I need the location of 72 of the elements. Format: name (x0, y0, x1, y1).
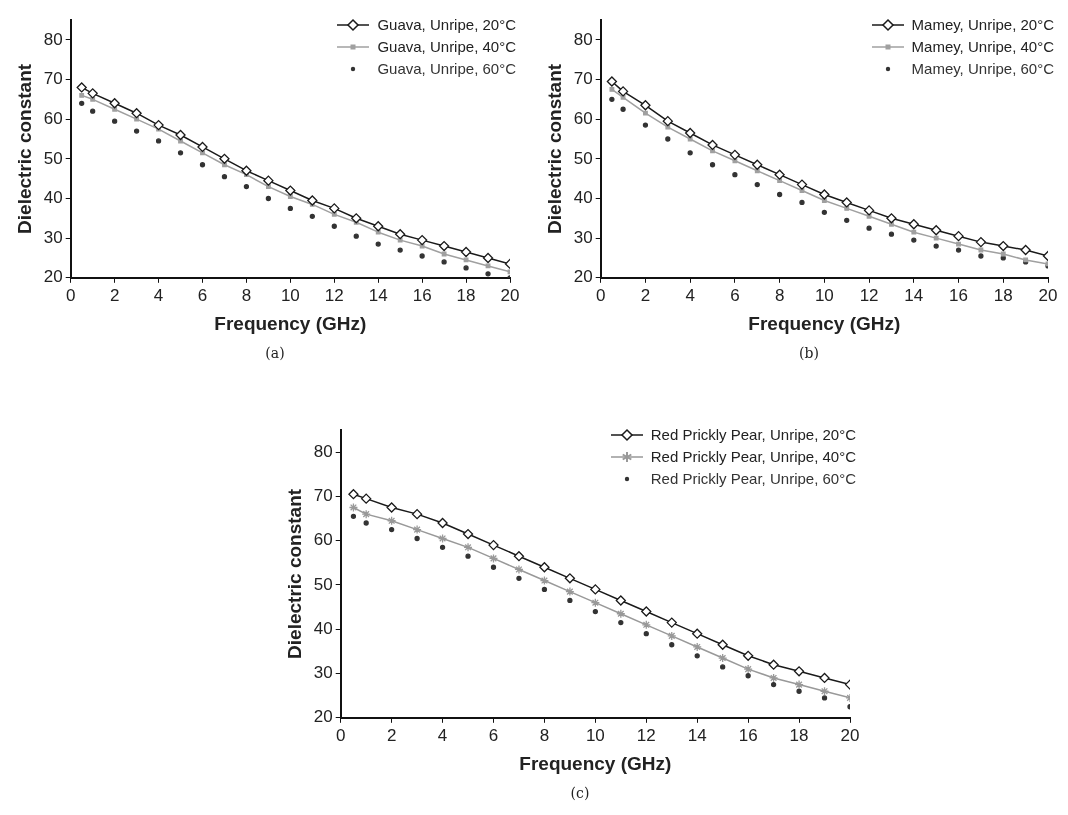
x-tick-label: 4 (153, 285, 164, 305)
text: Guava, Unripe, 60°C (377, 59, 516, 79)
y-tick-label: 20 (43, 267, 63, 287)
x-tick-label: 10 (585, 725, 605, 745)
x-tick-label: 14 (368, 285, 388, 305)
legend-label: Mamey, Unripe, 20°C (911, 15, 1054, 35)
text: Red Prickly Pear, Unripe, 60°C (650, 469, 856, 489)
text: Mamey, Unripe, 60°C (911, 59, 1054, 79)
y-tick-label: 70 (573, 69, 593, 89)
y-tick-label: 50 (573, 148, 593, 168)
y-tick-label: 40 (573, 188, 593, 208)
x-tick-label: 18 (456, 285, 476, 305)
y-tick-label: 20 (313, 707, 333, 727)
y-tick-label: 70 (43, 69, 63, 89)
x-tick-label: 12 (324, 285, 344, 305)
x-tick-label: 2 (386, 725, 397, 745)
x-tick-label: 20 (500, 285, 520, 305)
x-tick-label: 2 (640, 285, 651, 305)
x-tick-label: 6 (730, 285, 740, 305)
legend-label: Guava, Unripe, 20°C (377, 15, 516, 35)
x-tick-label: 8 (539, 725, 550, 745)
x-tick-label: 8 (774, 285, 785, 305)
x-tick-label: 6 (488, 725, 499, 745)
legend-label: Guava, Unripe, 40°C (377, 37, 516, 57)
x-tick-label: 4 (685, 285, 695, 305)
y-axis-title: Dielectric constant (543, 63, 565, 234)
y-tick-label: 30 (43, 227, 63, 247)
x-axis-title: Frequency (GHz) (519, 752, 672, 774)
y-tick-label: 60 (313, 530, 333, 550)
x-tick-label: 0 (65, 285, 76, 305)
x-tick-label: 2 (109, 285, 120, 305)
y-tick-label: 30 (313, 663, 333, 683)
text: (c) (569, 785, 591, 801)
x-tick-label: 18 (789, 725, 809, 745)
text: (a) (264, 345, 286, 361)
y-tick-label: 80 (313, 441, 333, 461)
y-tick-label: 50 (43, 148, 63, 168)
x-axis-title: Frequency (GHz) (214, 312, 367, 334)
x-tick-label: 18 (993, 285, 1013, 305)
text: (b) (798, 345, 820, 361)
x-tick-label: 20 (1038, 285, 1058, 305)
y-tick-label: 80 (573, 29, 593, 49)
y-axis-title: Dielectric constant (13, 63, 35, 234)
legend-label: Red Prickly Pear, Unripe, 20°C (650, 425, 856, 445)
x-tick-label: 6 (197, 285, 208, 305)
x-tick-label: 14 (687, 725, 707, 745)
legend-label: Red Prickly Pear, Unripe, 40°C (650, 447, 856, 467)
x-tick-label: 10 (280, 285, 300, 305)
y-tick-label: 40 (313, 618, 333, 638)
x-tick-label: 10 (814, 285, 834, 305)
x-tick-label: 8 (241, 285, 252, 305)
x-tick-label: 14 (904, 285, 924, 305)
y-tick-label: 60 (573, 108, 593, 128)
y-tick-label: 30 (573, 227, 593, 247)
y-tick-label: 60 (43, 108, 63, 128)
y-tick-label: 70 (313, 486, 333, 506)
y-tick-label: 20 (573, 267, 593, 287)
x-axis-title: Frequency (GHz) (748, 312, 901, 334)
x-tick-label: 12 (636, 725, 656, 745)
x-tick-label: 0 (335, 725, 346, 745)
x-tick-label: 16 (738, 725, 758, 745)
x-tick-label: 0 (595, 285, 606, 305)
x-tick-label: 20 (840, 725, 860, 745)
x-tick-label: 12 (859, 285, 879, 305)
y-axis-title: Dielectric constant (283, 488, 305, 659)
x-tick-label: 16 (412, 285, 432, 305)
legend-label: Mamey, Unripe, 40°C (911, 37, 1054, 57)
x-tick-label: 16 (949, 285, 968, 305)
x-tick-label: 4 (437, 725, 448, 745)
y-tick-label: 40 (43, 188, 63, 208)
y-tick-label: 50 (313, 574, 333, 594)
y-tick-label: 80 (43, 29, 63, 49)
